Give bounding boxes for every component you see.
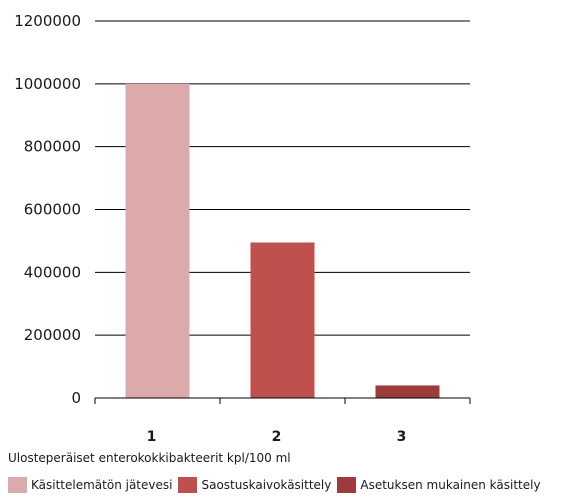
legend-item-regulation: Asetuksen mukainen käsittely xyxy=(337,477,541,493)
y-tick-label: 200000 xyxy=(24,326,81,344)
y-tick-label: 400000 xyxy=(24,263,81,281)
y-tick-label: 1200000 xyxy=(14,12,81,30)
legend-label-untreated: Käsittelemätön jätevesi xyxy=(31,478,173,492)
legend-swatch-regulation xyxy=(337,477,357,493)
x-axis-caption: Ulosteperäiset enterokokkibakteerit kpl/… xyxy=(8,451,291,465)
legend-label-septic: Saostuskaivokäsittely xyxy=(201,478,332,492)
bar xyxy=(375,385,440,398)
x-tick-label: 1 xyxy=(147,429,157,445)
x-tick-label: 2 xyxy=(272,429,282,445)
bar xyxy=(250,242,315,398)
legend-label-regulation: Asetuksen mukainen käsittely xyxy=(360,478,541,492)
legend: Käsittelemätön jätevesi Saostuskaivokäsi… xyxy=(8,477,547,493)
bar xyxy=(125,83,190,398)
y-tick-label: 0 xyxy=(71,389,81,407)
y-tick-label: 1000000 xyxy=(14,75,81,93)
legend-swatch-septic xyxy=(178,477,198,493)
legend-item-untreated: Käsittelemätön jätevesi xyxy=(8,477,172,493)
bar-chart: 1200000 1000000 800000 600000 400000 200000 0 1… xyxy=(14,12,471,445)
x-tick-label: 3 xyxy=(397,429,407,445)
y-tick-label: 600000 xyxy=(24,201,81,219)
y-tick-label: 800000 xyxy=(24,138,81,156)
legend-item-septic: Saostuskaivokäsittely xyxy=(178,477,331,493)
legend-swatch-untreated xyxy=(8,477,27,493)
